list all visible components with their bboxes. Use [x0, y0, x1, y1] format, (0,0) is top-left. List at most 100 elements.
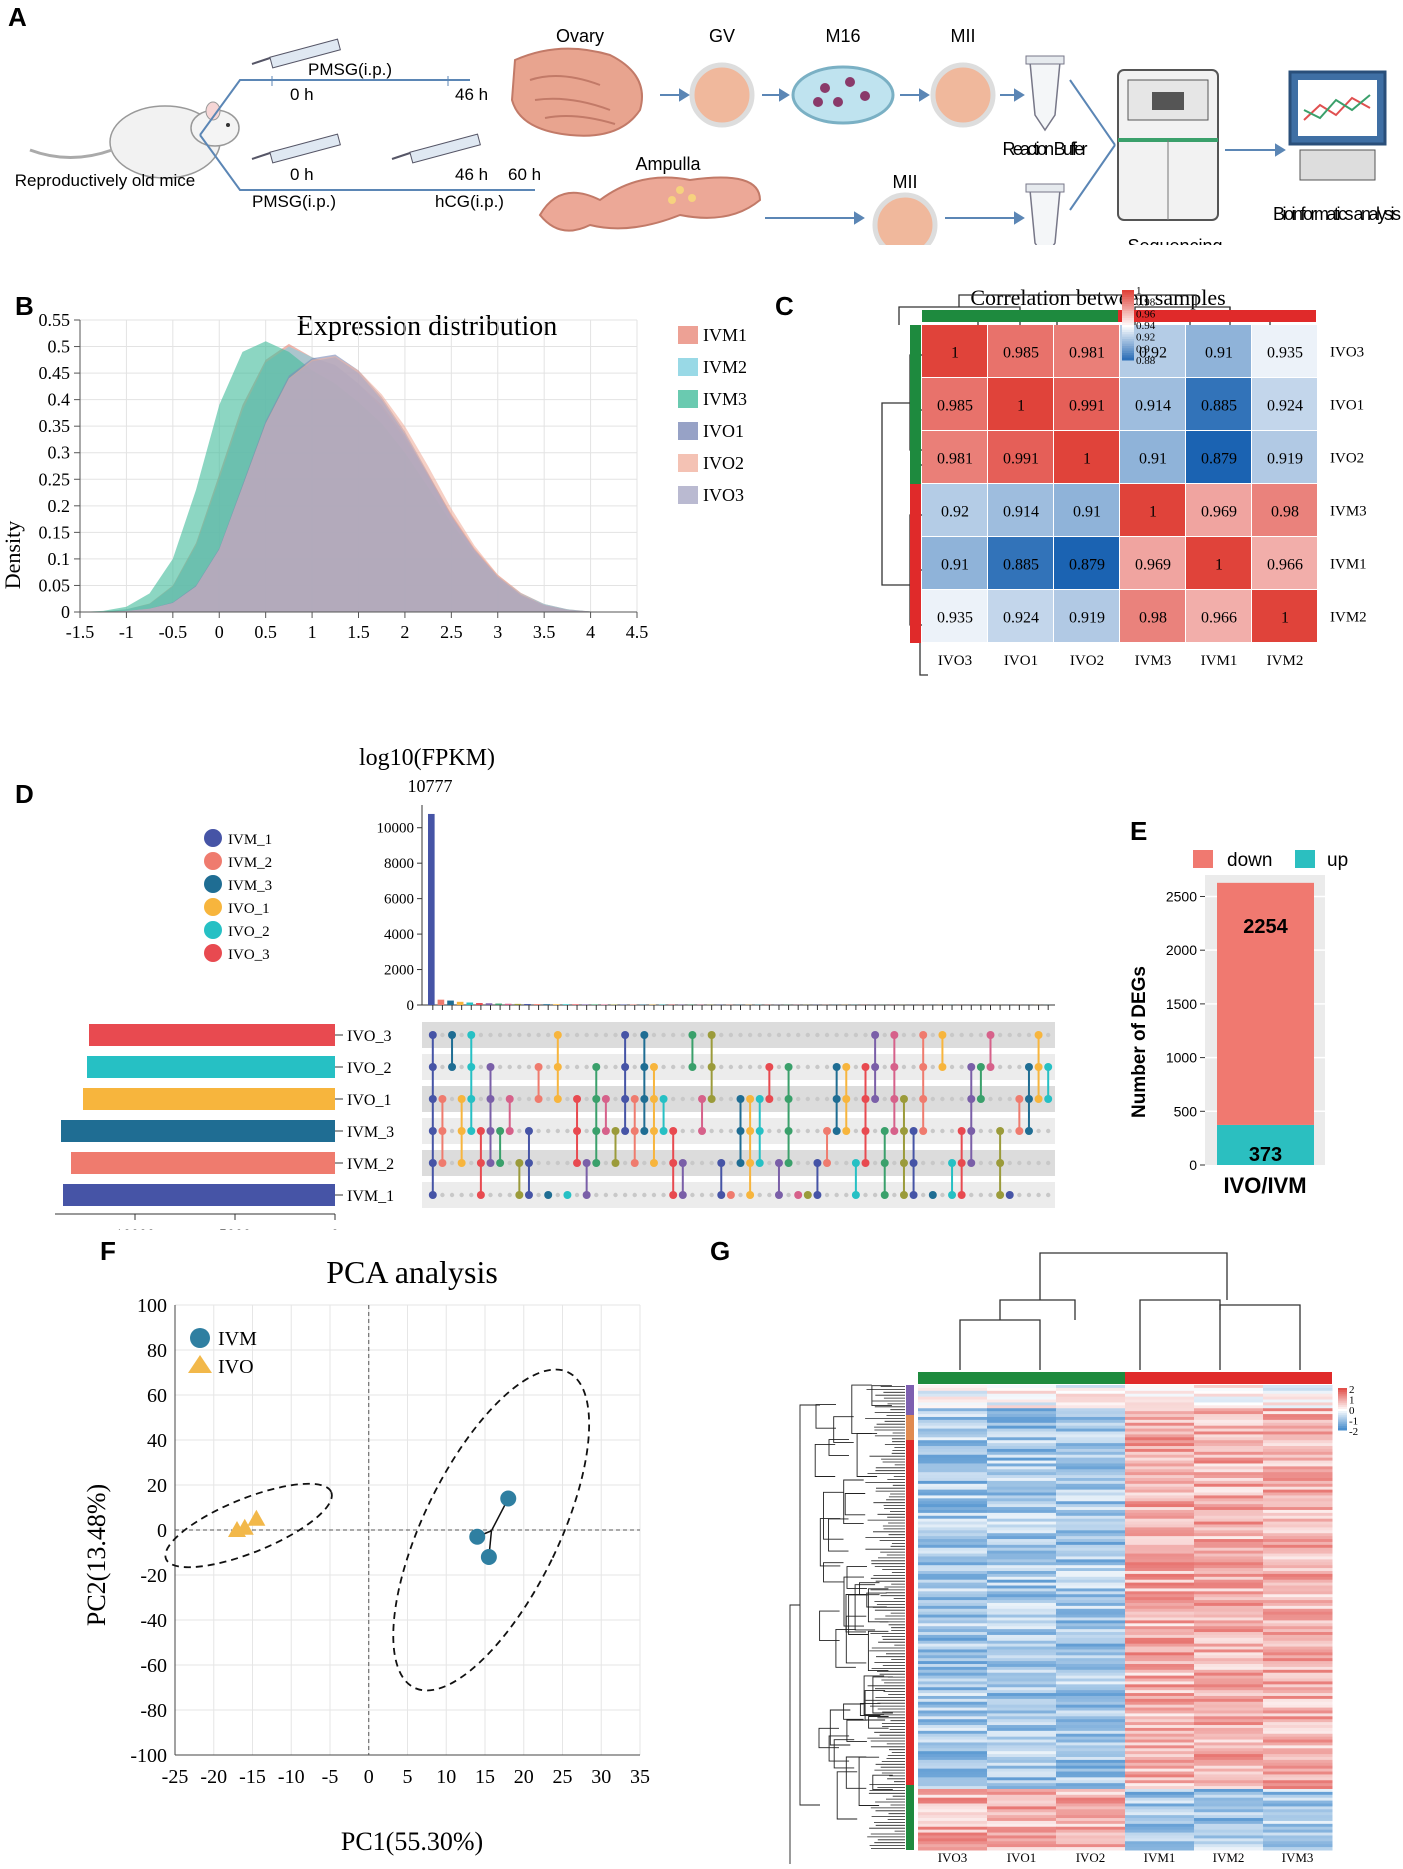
- heatmap-row-cell: [1125, 1542, 1195, 1545]
- heatmap-row-cell: [918, 1612, 988, 1615]
- heatmap-row-cell: [1263, 1559, 1333, 1562]
- heatmap-row-cell: [1194, 1716, 1264, 1719]
- heatmap-row-cell: [1263, 1603, 1333, 1606]
- heatmap-row-cell: [1056, 1725, 1126, 1728]
- heatmap-row-cell: [1263, 1548, 1333, 1551]
- heatmap-row-cell: [1125, 1411, 1195, 1414]
- heatmap-row-cell: [987, 1600, 1057, 1603]
- intersection-bar: [601, 1004, 608, 1005]
- heatmap-cell-value: 0.966: [1201, 610, 1237, 627]
- heatmap-row-cell: [1056, 1705, 1126, 1708]
- intersection-bar: [447, 1001, 454, 1005]
- matrix-dot: [652, 1033, 656, 1037]
- heatmap-row-cell: [1056, 1844, 1126, 1847]
- heatmap-row-cell: [1056, 1530, 1126, 1533]
- heatmap-row-cell: [1194, 1472, 1264, 1475]
- heatmap-row-cell: [1263, 1789, 1333, 1792]
- x-tick-label: 35: [630, 1766, 650, 1788]
- heatmap-row-cell: [1263, 1737, 1333, 1740]
- heatmap-row-cell: [987, 1647, 1057, 1650]
- y-tick-label: -20: [140, 1565, 167, 1587]
- heatmap-row-cell: [918, 1708, 988, 1711]
- heatmap-row-cell: [1056, 1827, 1126, 1830]
- heatmap-row-cell: [918, 1394, 988, 1397]
- y-tick-label: 0.3: [48, 443, 71, 463]
- heatmap-row-cell: [1056, 1818, 1126, 1821]
- heatmap-row-cell: [987, 1397, 1057, 1400]
- panel-label-g: G: [710, 1236, 730, 1266]
- heatmap-row-cell: [918, 1519, 988, 1522]
- heatmap-row-cell: [1125, 1766, 1195, 1769]
- bar-down-value: 2254: [1243, 916, 1288, 938]
- heatmap-row-cell: [987, 1620, 1057, 1623]
- heatmap-row-cell: [1194, 1559, 1264, 1562]
- density-chart: B Expression distribution Density log10(…: [0, 285, 780, 785]
- matrix-dot: [671, 1065, 675, 1069]
- heatmap-row-cell: [918, 1432, 988, 1435]
- group-bar-ivo: [918, 1372, 1125, 1384]
- heatmap-row-cell: [1194, 1679, 1264, 1682]
- heatmap-row-cell: [918, 1429, 988, 1432]
- heatmap-row-cell: [987, 1609, 1057, 1612]
- matrix-dot: [508, 1193, 512, 1197]
- heatmap-row-cell: [918, 1740, 988, 1743]
- heatmap-row-cell: [1263, 1673, 1333, 1676]
- heatmap-row-cell: [1056, 1568, 1126, 1571]
- heatmap-row-cell: [1194, 1728, 1264, 1731]
- pca-scatter: F PCA analysis PC2(13.48%) PC1(55.30%) -…: [0, 1225, 680, 1864]
- heatmap-row-cell: [1125, 1679, 1195, 1682]
- heatmap-row-cell: [1125, 1696, 1195, 1699]
- heatmap-row-cell: [1194, 1525, 1264, 1528]
- heatmap-row-cell: [1194, 1766, 1264, 1769]
- heatmap-row-cell: [918, 1594, 988, 1597]
- heatmap-row-cell: [1125, 1792, 1195, 1795]
- legend-label-ivm_3: IVM_3: [228, 878, 272, 894]
- heatmap-row-cell: [987, 1391, 1057, 1394]
- row-label: IVM3: [1330, 504, 1367, 520]
- heatmap-row-cell: [987, 1400, 1057, 1403]
- y-tick-label: 0.55: [39, 310, 71, 330]
- heatmap-row-cell: [1194, 1833, 1264, 1836]
- heatmap-row-cell: [1194, 1821, 1264, 1824]
- heatmap-row-cell: [1263, 1835, 1333, 1838]
- heatmap-row-cell: [1125, 1699, 1195, 1702]
- heatmap-row-cell: [1056, 1684, 1126, 1687]
- heatmap-row-cell: [1056, 1699, 1126, 1702]
- heatmap-row-cell: [918, 1516, 988, 1519]
- legend-label-ivm_1: IVM_1: [228, 832, 272, 848]
- legend-ivo-marker: [188, 1355, 212, 1373]
- heatmap-row-cell: [1263, 1780, 1333, 1783]
- heatmap-row-cell: [987, 1649, 1057, 1652]
- heatmap-row-cell: [1263, 1458, 1333, 1461]
- heatmap-row-cell: [1056, 1449, 1126, 1452]
- deg-bar-chart: E down up Number of DEGs 225437305001000…: [1080, 810, 1403, 1220]
- heatmap-row-cell: [1263, 1620, 1333, 1623]
- heatmap-row-cell: [1263, 1420, 1333, 1423]
- heatmap-row-cell: [987, 1426, 1057, 1429]
- heatmap-cell-value: 0.991: [1069, 398, 1105, 415]
- heatmap-row-cell: [987, 1533, 1057, 1536]
- heatmap-row-cell: [987, 1591, 1057, 1594]
- heatmap-row-cell: [1125, 1388, 1195, 1391]
- x-tick-label: -0.5: [159, 622, 188, 642]
- heatmap-cell-value: 1: [1149, 504, 1157, 521]
- heatmap-row-cell: [1125, 1728, 1195, 1731]
- heatmap-row-cell: [918, 1702, 988, 1705]
- heatmap-row-cell: [987, 1760, 1057, 1763]
- matrix-dot: [844, 1033, 848, 1037]
- heatmap-row-cell: [918, 1647, 988, 1650]
- heatmap-row-cell: [918, 1548, 988, 1551]
- heatmap-row-cell: [918, 1655, 988, 1658]
- heatmap-row-cell: [918, 1580, 988, 1583]
- heatmap-row-cell: [1125, 1838, 1195, 1841]
- heatmap-row-cell: [1125, 1609, 1195, 1612]
- x-tick-label: 25: [553, 1766, 573, 1788]
- column-label: IVM2: [1267, 653, 1304, 669]
- heatmap-row-cell: [1263, 1783, 1333, 1786]
- legend-swatch-ivm1: [678, 326, 698, 344]
- chart-e-ylabel: Number of DEGs: [1129, 966, 1150, 1118]
- heatmap-row-cell: [1263, 1693, 1333, 1696]
- heatmap-row-cell: [918, 1615, 988, 1618]
- heatmap-row-cell: [987, 1394, 1057, 1397]
